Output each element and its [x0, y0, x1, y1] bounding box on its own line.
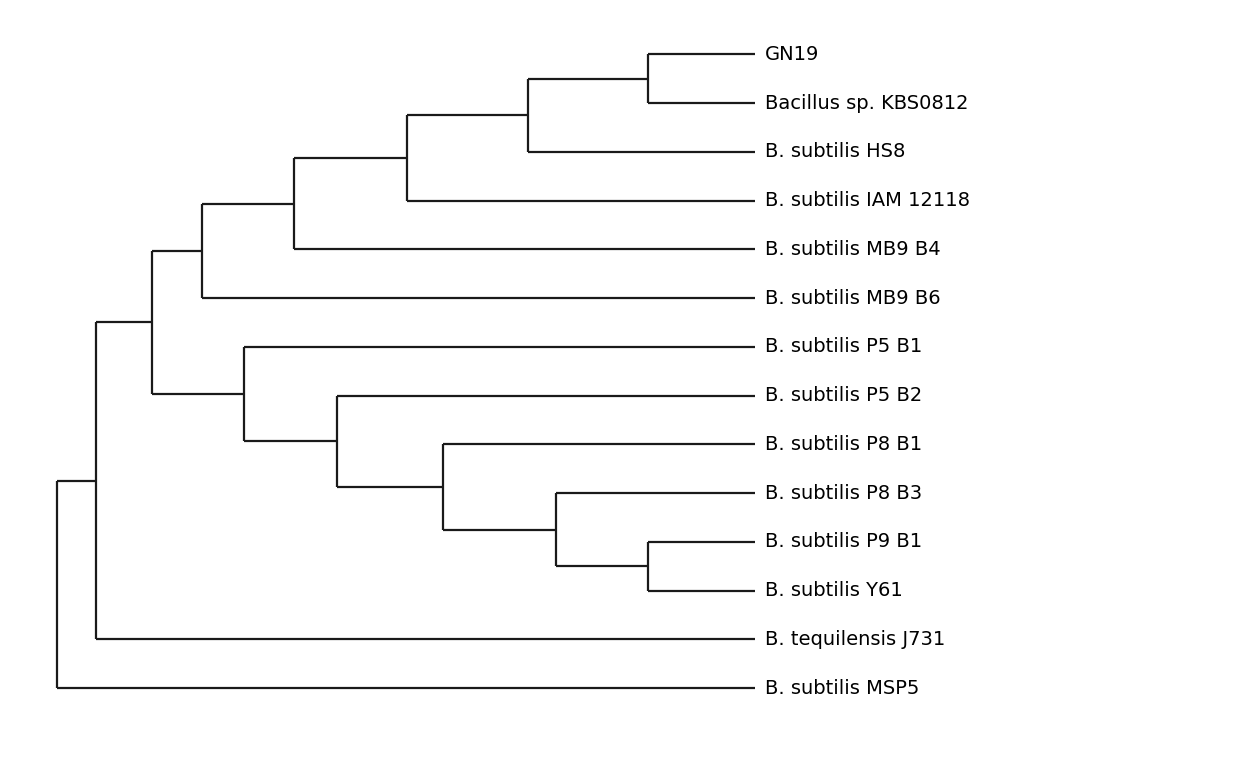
Text: B. subtilis MSP5: B. subtilis MSP5	[765, 679, 920, 698]
Text: B. subtilis IAM 12118: B. subtilis IAM 12118	[765, 191, 970, 210]
Text: Bacillus sp. KBS0812: Bacillus sp. KBS0812	[765, 94, 968, 113]
Text: B. subtilis P9 B1: B. subtilis P9 B1	[765, 533, 923, 552]
Text: B. tequilensis J731: B. tequilensis J731	[765, 630, 946, 649]
Text: B. subtilis Y61: B. subtilis Y61	[765, 581, 903, 600]
Text: B. subtilis MB9 B4: B. subtilis MB9 B4	[765, 240, 941, 259]
Text: B. subtilis HS8: B. subtilis HS8	[765, 142, 905, 162]
Text: B. subtilis P8 B1: B. subtilis P8 B1	[765, 435, 923, 454]
Text: B. subtilis MB9 B6: B. subtilis MB9 B6	[765, 289, 941, 308]
Text: B. subtilis P5 B1: B. subtilis P5 B1	[765, 338, 923, 357]
Text: B. subtilis P5 B2: B. subtilis P5 B2	[765, 386, 923, 405]
Text: GN19: GN19	[765, 45, 820, 64]
Text: B. subtilis P8 B3: B. subtilis P8 B3	[765, 484, 923, 503]
